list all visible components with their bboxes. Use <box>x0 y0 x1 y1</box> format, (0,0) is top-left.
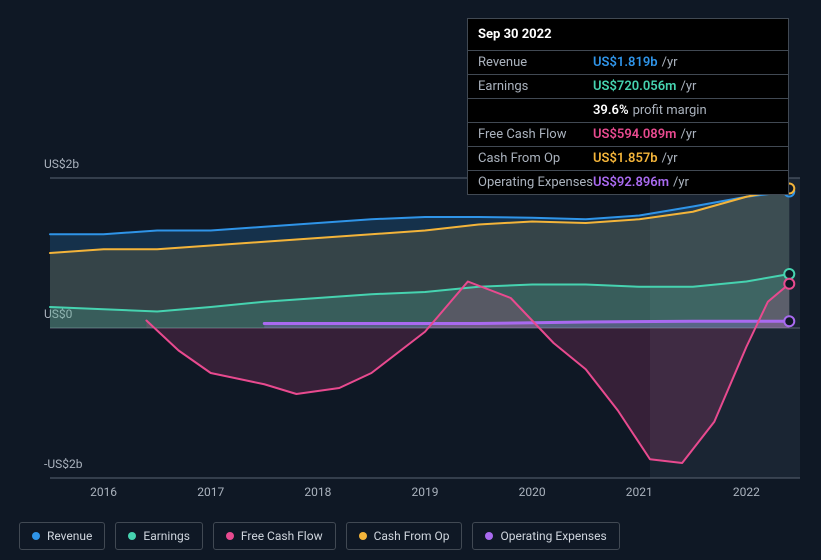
tooltip-value: US$720.056m <box>593 79 676 94</box>
tooltip-value: US$1.819b <box>593 55 658 70</box>
legend-label: Operating Expenses <box>500 529 606 543</box>
chart-legend: Revenue Earnings Free Cash Flow Cash From O… <box>19 522 620 550</box>
tooltip-label: Operating Expenses <box>478 175 593 190</box>
svg-text:2016: 2016 <box>90 485 117 499</box>
tooltip-suffix: /yr <box>680 79 696 94</box>
svg-text:2018: 2018 <box>304 485 331 499</box>
tooltip-row: Operating ExpensesUS$92.896m/yr <box>468 171 788 194</box>
svg-text:2017: 2017 <box>197 485 224 499</box>
legend-item-cashFromOp[interactable]: Cash From Op <box>346 522 463 550</box>
tooltip-value: US$594.089m <box>593 127 676 142</box>
tooltip-row: 39.6% profit margin <box>468 99 788 123</box>
tooltip-suffix: profit margin <box>633 103 707 118</box>
tooltip-row: RevenueUS$1.819b/yr <box>468 51 788 75</box>
tooltip-label: Earnings <box>478 79 593 94</box>
svg-text:2019: 2019 <box>412 485 439 499</box>
svg-text:2022: 2022 <box>733 485 760 499</box>
legend-item-revenue[interactable]: Revenue <box>19 522 105 550</box>
legend-dot <box>226 532 234 540</box>
tooltip-label: Cash From Op <box>478 151 593 166</box>
legend-dot <box>32 532 40 540</box>
tooltip-suffix: /yr <box>673 175 689 190</box>
legend-dot <box>359 532 367 540</box>
legend-dot <box>485 532 493 540</box>
svg-text:US$2b: US$2b <box>44 157 79 171</box>
tooltip-value: US$1.857b <box>593 151 658 166</box>
legend-item-opex[interactable]: Operating Expenses <box>472 522 619 550</box>
chart-tooltip: Sep 30 2022 RevenueUS$1.819b/yrEarningsU… <box>467 18 789 195</box>
tooltip-row: Free Cash FlowUS$594.089m/yr <box>468 123 788 147</box>
legend-label: Revenue <box>47 529 92 543</box>
svg-text:2020: 2020 <box>519 485 546 499</box>
legend-label: Earnings <box>143 529 190 543</box>
tooltip-value: US$92.896m <box>593 175 669 190</box>
tooltip-suffix: /yr <box>662 55 678 70</box>
tooltip-row: EarningsUS$720.056m/yr <box>468 75 788 99</box>
tooltip-label: Revenue <box>478 55 593 70</box>
tooltip-suffix: /yr <box>662 151 678 166</box>
tooltip-label: Free Cash Flow <box>478 127 593 142</box>
legend-label: Cash From Op <box>374 529 450 543</box>
tooltip-row: Cash From OpUS$1.857b/yr <box>468 147 788 171</box>
tooltip-date: Sep 30 2022 <box>468 19 788 51</box>
tooltip-suffix: /yr <box>680 127 696 142</box>
legend-item-earnings[interactable]: Earnings <box>115 522 203 550</box>
tooltip-value: 39.6% <box>593 103 629 118</box>
legend-item-fcf[interactable]: Free Cash Flow <box>213 522 336 550</box>
svg-text:2021: 2021 <box>626 485 653 499</box>
legend-label: Free Cash Flow <box>241 529 323 543</box>
legend-dot <box>128 532 136 540</box>
